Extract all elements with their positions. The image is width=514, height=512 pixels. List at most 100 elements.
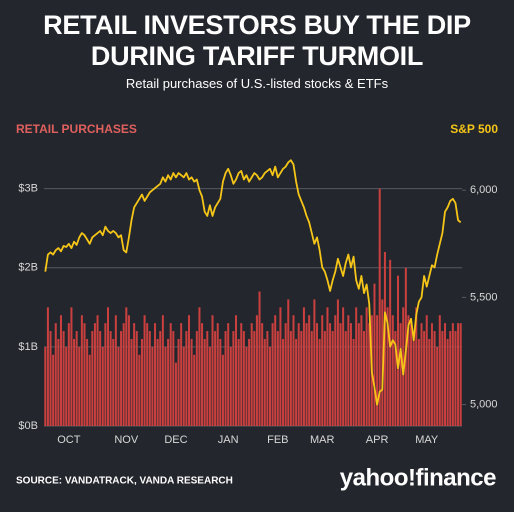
bar: [457, 323, 460, 426]
bar: [206, 331, 209, 426]
bar: [75, 331, 78, 426]
right-axis-title: S&P 500: [450, 122, 498, 136]
bar: [302, 307, 305, 426]
bar: [313, 299, 316, 426]
bar: [410, 323, 413, 426]
bar: [143, 315, 146, 426]
bar: [229, 346, 232, 426]
bar: [459, 323, 462, 426]
bar: [349, 323, 352, 426]
bar: [154, 323, 157, 426]
bar: [216, 323, 219, 426]
bar: [120, 331, 123, 426]
bar: [208, 346, 211, 426]
bar: [148, 331, 151, 426]
bar: [271, 323, 274, 426]
bar: [407, 315, 410, 426]
chart-title: RETAIL INVESTORS BUY THE DIP DURING TARI…: [43, 10, 471, 71]
bar: [167, 338, 170, 426]
bar: [245, 346, 248, 426]
y-tick-label: $3B: [18, 183, 38, 195]
x-tick-label: APR: [366, 434, 389, 446]
bar: [46, 307, 49, 426]
bar: [117, 346, 120, 426]
bar: [323, 331, 326, 426]
bar: [211, 315, 214, 426]
bar: [65, 346, 68, 426]
bar: [373, 283, 376, 426]
bar: [368, 323, 371, 426]
bar: [326, 307, 329, 426]
y-tick-label: $1B: [18, 341, 38, 353]
bar: [237, 338, 240, 426]
logo: yahoo!finance: [340, 464, 496, 491]
bar: [347, 315, 350, 426]
bar: [221, 354, 224, 426]
bar: [248, 338, 251, 426]
bar: [88, 354, 91, 426]
bar: [331, 331, 334, 426]
bar: [441, 331, 444, 426]
bar: [438, 315, 441, 426]
x-tick-label: OCT: [57, 434, 81, 446]
bar: [109, 331, 112, 426]
x-tick-label: DEC: [164, 434, 187, 446]
bar: [261, 323, 264, 426]
bar: [428, 338, 431, 426]
bar: [193, 354, 196, 426]
bar: [279, 307, 282, 426]
bar: [93, 323, 96, 426]
bar: [417, 338, 420, 426]
bar: [161, 315, 164, 426]
bar: [344, 331, 347, 426]
bar: [138, 354, 141, 426]
bar: [376, 315, 379, 426]
bar: [130, 338, 133, 426]
bar: [433, 331, 436, 426]
y2-tick-label: 5,500: [470, 291, 498, 303]
bar: [133, 323, 136, 426]
bar: [336, 299, 339, 426]
bar: [365, 307, 368, 426]
bar: [318, 338, 321, 426]
bar: [190, 338, 193, 426]
bar: [412, 331, 415, 426]
bar: [282, 338, 285, 426]
bar: [44, 346, 47, 426]
bar: [70, 307, 73, 426]
bar: [169, 323, 172, 426]
bar: [219, 338, 222, 426]
bar: [444, 323, 447, 426]
bar: [451, 323, 454, 426]
bar: [73, 338, 76, 426]
bar: [52, 354, 55, 426]
bar: [174, 362, 177, 426]
bar: [83, 323, 86, 426]
bar: [253, 331, 256, 426]
bar: [394, 331, 397, 426]
bar: [54, 323, 57, 426]
bar: [420, 323, 423, 426]
bar: [415, 307, 418, 426]
bar: [114, 315, 117, 426]
bar: [391, 315, 394, 426]
bar: [449, 331, 452, 426]
bar: [235, 315, 238, 426]
left-axis-title: RETAIL PURCHASES: [16, 122, 137, 136]
bar: [321, 315, 324, 426]
bar: [180, 323, 183, 426]
bar: [316, 323, 319, 426]
bar: [386, 307, 389, 426]
bar: [381, 299, 384, 426]
bar: [363, 331, 366, 426]
bar: [227, 323, 230, 426]
source: SOURCE: VANDATRACK, VANDA RESEARCH: [16, 476, 233, 487]
bar: [295, 338, 298, 426]
bar: [339, 323, 342, 426]
bar: [334, 315, 337, 426]
bar: [96, 315, 99, 426]
bar: [198, 307, 201, 426]
bar: [268, 346, 271, 426]
